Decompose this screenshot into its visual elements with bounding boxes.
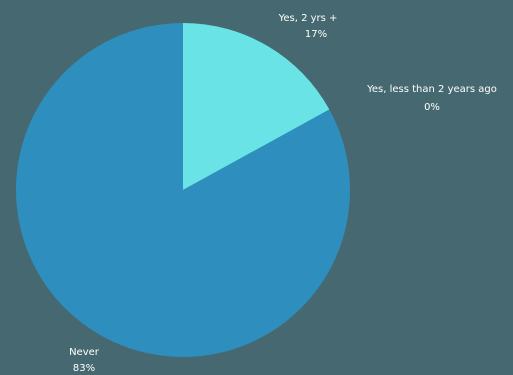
slice-never	[16, 23, 351, 357]
value-label-yes-2yrs: 17%	[305, 29, 327, 40]
label-never: Never 83%	[69, 347, 100, 374]
category-label-yes-2yrs: Yes, 2 yrs +	[278, 13, 338, 24]
pie-slices	[16, 23, 351, 357]
category-label-never: Never	[69, 347, 100, 358]
category-label-yes-less-2yrs: Yes, less than 2 years ago	[366, 84, 497, 95]
value-label-never: 83%	[73, 363, 95, 374]
value-label-yes-less-2yrs: 0%	[424, 102, 440, 113]
slice-yes-2yrs	[183, 23, 330, 190]
label-yes-2yrs: Yes, 2 yrs + 17%	[278, 13, 338, 40]
label-yes-less-2yrs: Yes, less than 2 years ago 0%	[366, 84, 497, 113]
